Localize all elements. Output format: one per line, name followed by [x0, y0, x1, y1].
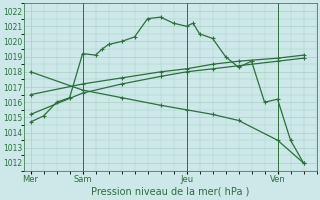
X-axis label: Pression niveau de la mer( hPa ): Pression niveau de la mer( hPa ): [91, 187, 250, 197]
